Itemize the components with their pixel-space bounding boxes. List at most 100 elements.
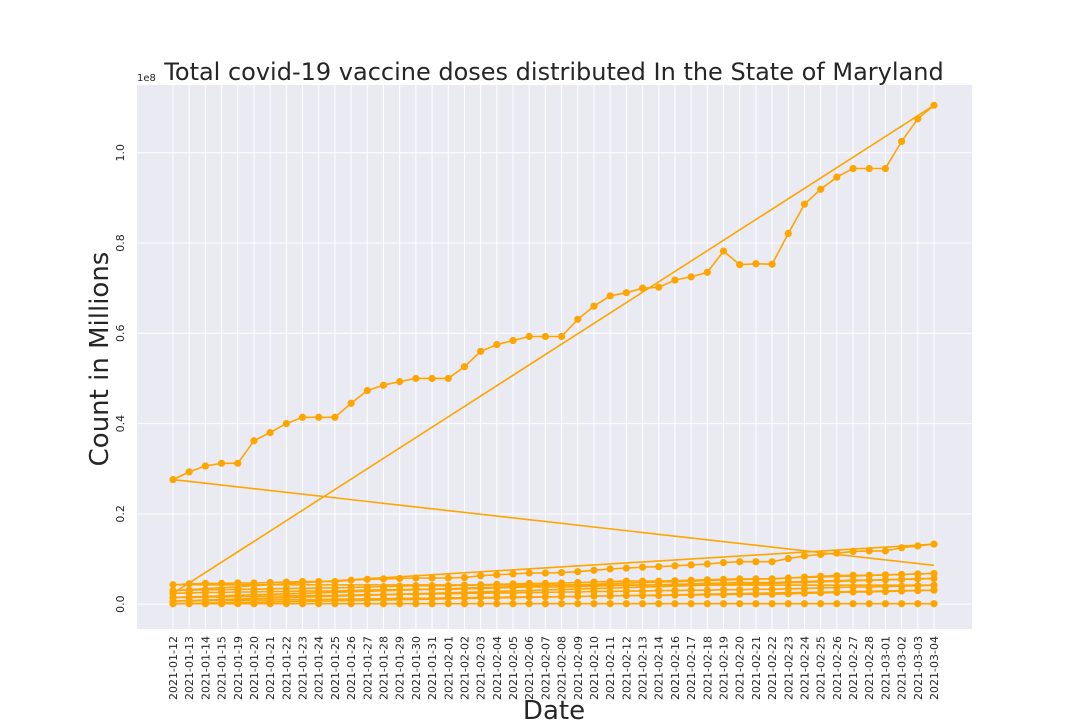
data-point	[881, 576, 890, 584]
data-point	[412, 574, 420, 582]
data-point	[557, 568, 566, 577]
data-point	[671, 276, 679, 284]
data-point	[315, 413, 323, 421]
data-point	[217, 579, 226, 588]
data-point	[655, 591, 663, 600]
data-point	[687, 273, 695, 281]
data-point	[541, 583, 550, 591]
data-point	[169, 475, 177, 484]
data-point	[655, 587, 663, 595]
data-point	[590, 592, 598, 600]
data-point	[347, 576, 355, 584]
data-point	[655, 600, 663, 608]
data-point	[396, 594, 404, 602]
data-point	[557, 583, 566, 591]
data-point	[800, 200, 809, 208]
data-point	[930, 574, 938, 583]
data-point	[412, 594, 420, 602]
data-point	[250, 579, 258, 587]
data-point	[622, 600, 630, 608]
x-tick-label: 2021-02-18	[701, 636, 714, 700]
data-point	[493, 600, 501, 608]
data-point	[914, 115, 922, 123]
x-tick-label: 2021-01-12	[167, 636, 180, 700]
data-point	[687, 561, 695, 569]
data-point	[363, 575, 371, 583]
y-axis-ticks: 0.0 0.2 0.4 0.6 0.8 1.0	[114, 144, 127, 613]
x-tick-label: 2021-01-25	[329, 636, 342, 700]
data-point	[509, 583, 517, 592]
data-point	[541, 593, 550, 601]
data-point	[428, 574, 436, 582]
x-tick-label: 2021-01-30	[410, 636, 423, 700]
data-point	[898, 600, 906, 608]
data-point	[914, 575, 922, 583]
data-point	[865, 576, 873, 584]
x-tick-label: 2021-02-03	[475, 636, 488, 700]
data-point	[574, 592, 582, 601]
x-tick-label: 2021-03-04	[928, 636, 941, 700]
data-point	[898, 587, 906, 595]
x-tick-label: 2021-02-12	[620, 636, 633, 700]
data-point	[379, 381, 388, 389]
connector-line	[172, 478, 935, 567]
data-point	[557, 600, 566, 608]
y-tick-label: 0.0	[114, 595, 127, 613]
data-point	[606, 582, 614, 590]
data-point	[590, 582, 598, 590]
data-point	[477, 600, 485, 608]
x-tick-label: 2021-01-14	[199, 636, 212, 700]
data-point	[266, 429, 274, 437]
data-point	[477, 347, 485, 355]
x-tick-label: 2021-01-13	[183, 636, 196, 700]
data-point	[477, 584, 485, 592]
x-tick-label: 2021-03-01	[879, 636, 892, 700]
data-point	[428, 600, 436, 608]
data-point	[930, 600, 938, 608]
data-point	[169, 581, 177, 589]
data-point	[347, 600, 355, 608]
x-tick-label: 2021-02-04	[491, 636, 504, 700]
data-point	[638, 284, 647, 292]
data-point	[412, 374, 420, 383]
data-point	[574, 315, 582, 323]
data-point	[217, 459, 226, 467]
data-point	[428, 594, 436, 602]
data-point	[217, 600, 226, 608]
data-point	[671, 562, 679, 570]
x-tick-label: 2021-01-15	[216, 636, 229, 700]
data-point	[865, 571, 873, 579]
data-point	[736, 578, 744, 587]
data-point	[784, 585, 792, 593]
data-point	[687, 600, 695, 608]
x-tick-label: 2021-01-19	[232, 636, 245, 700]
data-point	[525, 569, 533, 577]
data-point	[557, 332, 566, 341]
x-tick-label: 2021-02-14	[653, 636, 666, 700]
data-point	[784, 590, 792, 598]
data-point	[363, 595, 371, 603]
data-point	[363, 387, 371, 395]
data-point	[687, 586, 695, 594]
data-point	[703, 560, 711, 568]
data-point	[525, 332, 533, 341]
plot-background	[137, 85, 972, 629]
data-point	[460, 573, 469, 582]
data-point	[638, 581, 647, 589]
data-point	[833, 600, 841, 608]
x-tick-label: 2021-02-19	[718, 636, 731, 700]
data-point	[881, 582, 890, 591]
data-point	[784, 229, 792, 238]
data-point	[736, 590, 744, 598]
data-point	[298, 413, 307, 421]
y-tick-label: 0.6	[114, 325, 127, 343]
x-tick-label: 2021-02-24	[798, 636, 811, 700]
x-tick-label: 2021-02-26	[831, 636, 844, 700]
data-point	[234, 459, 242, 467]
y-tick-label: 0.8	[114, 234, 127, 252]
data-point	[622, 289, 630, 297]
x-tick-label: 2021-02-10	[588, 636, 601, 700]
data-point	[493, 340, 501, 349]
data-point	[752, 260, 760, 268]
data-point	[201, 600, 209, 608]
